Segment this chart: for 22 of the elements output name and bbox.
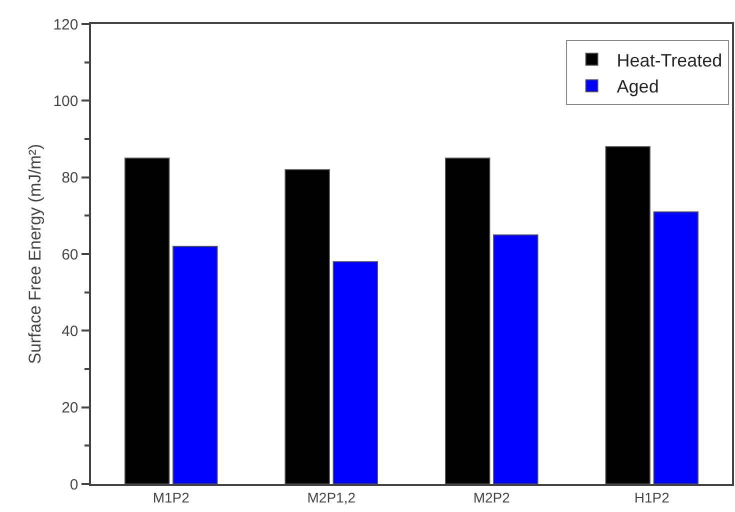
y-tick-label: 60 xyxy=(62,246,78,264)
bar xyxy=(493,234,538,484)
bar xyxy=(124,158,170,484)
y-tick-label: 20 xyxy=(62,400,78,417)
bar xyxy=(444,158,490,484)
legend-label: Aged xyxy=(616,76,659,97)
bar xyxy=(605,146,650,484)
y-axis-title: Surface Free Energy (mJ/m²) xyxy=(25,144,44,364)
x-tick-label: H1P2 xyxy=(634,490,670,506)
bar xyxy=(332,261,378,484)
legend-label: Heat-Treated xyxy=(616,50,722,70)
bar xyxy=(172,246,218,484)
y-tick-label: 40 xyxy=(62,322,78,340)
y-tick-label: 120 xyxy=(53,16,78,34)
y-tick-label: 100 xyxy=(53,92,78,110)
y-tick-label: 0 xyxy=(70,476,78,494)
bar xyxy=(284,169,330,484)
y-tick-label: 80 xyxy=(62,170,78,187)
x-tick-label: M2P2 xyxy=(473,490,510,506)
x-tick-label: M2P1,2 xyxy=(307,490,356,506)
x-tick-label: M1P2 xyxy=(152,490,190,506)
bar xyxy=(653,211,699,484)
